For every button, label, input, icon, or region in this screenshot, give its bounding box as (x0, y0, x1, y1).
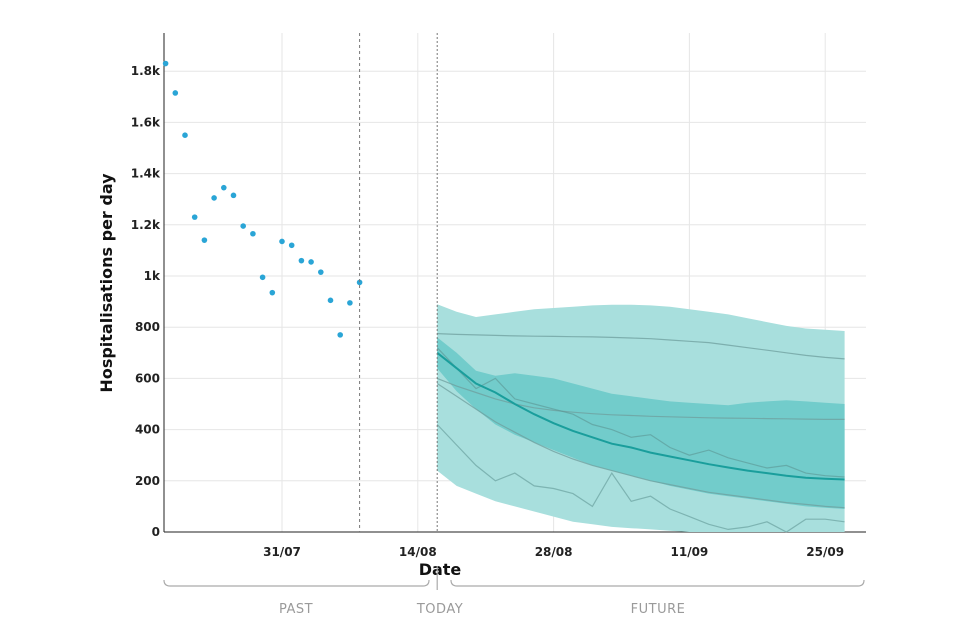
y-tick-label: 600 (135, 371, 160, 385)
observed-point (211, 195, 217, 201)
x-tick-label: 25/09 (806, 545, 844, 559)
y-tick-label: 1k (144, 269, 161, 283)
observed-point (318, 269, 324, 275)
observed-point (172, 90, 179, 96)
x-axis-title: Date (419, 560, 462, 579)
future-bracket (450, 579, 865, 587)
observed-point (298, 257, 305, 264)
y-axis-title: Hospitalisations per day (97, 173, 116, 393)
scenario-line-low (436, 382, 845, 509)
observed-point (259, 274, 266, 281)
x-tick-label: 28/08 (535, 545, 573, 559)
observed-point (279, 238, 285, 245)
period-label-past: PAST (279, 602, 313, 617)
observed-point (337, 332, 344, 338)
observed-point (230, 192, 237, 199)
observed-point (182, 132, 188, 138)
observed-point (191, 214, 198, 220)
observed-point (240, 223, 246, 229)
projection-lines (436, 333, 845, 533)
period-label-future: FUTURE (631, 602, 686, 617)
period-label-today: TODAY (416, 602, 463, 617)
scenario-line-trajectory-a (436, 347, 845, 478)
observed-point (162, 60, 169, 67)
observed-point (201, 237, 208, 243)
date-markers (359, 33, 438, 532)
median-line (436, 352, 845, 481)
observed-point (308, 259, 314, 265)
scenario-line-high (437, 333, 845, 360)
axis-ticks: 0 200 400 600 800 1k 1.2k 1.4k 1.6k 1.8k 31/07 14/0… (131, 64, 844, 559)
y-tick-label: 1.8k (131, 64, 161, 78)
inner-projection-band (437, 337, 845, 509)
y-tick-label: 200 (135, 474, 160, 488)
y-tick-label: 1.4k (131, 167, 161, 181)
y-tick-label: 800 (135, 320, 160, 334)
x-tick-label: 31/07 (263, 545, 301, 559)
observed-points (162, 60, 363, 338)
past-bracket (163, 579, 430, 587)
y-tick-label: 400 (135, 423, 160, 437)
observed-point (269, 289, 276, 296)
y-tick-label: 0 (152, 525, 160, 539)
observed-point (288, 242, 295, 249)
observed-point (356, 279, 363, 286)
observed-point (221, 184, 227, 191)
x-tick-label: 11/09 (671, 545, 709, 559)
period-brackets (163, 566, 865, 590)
y-tick-label: 1.6k (131, 115, 161, 129)
scenario-line-mid (436, 377, 845, 420)
observed-point (347, 300, 353, 306)
projection-bands (437, 304, 845, 532)
observed-point (327, 297, 334, 304)
observed-point (250, 230, 256, 237)
x-tick-label: 14/08 (399, 545, 437, 559)
scenario-line-trajectory-b (436, 424, 845, 533)
y-tick-label: 1.2k (131, 218, 161, 232)
